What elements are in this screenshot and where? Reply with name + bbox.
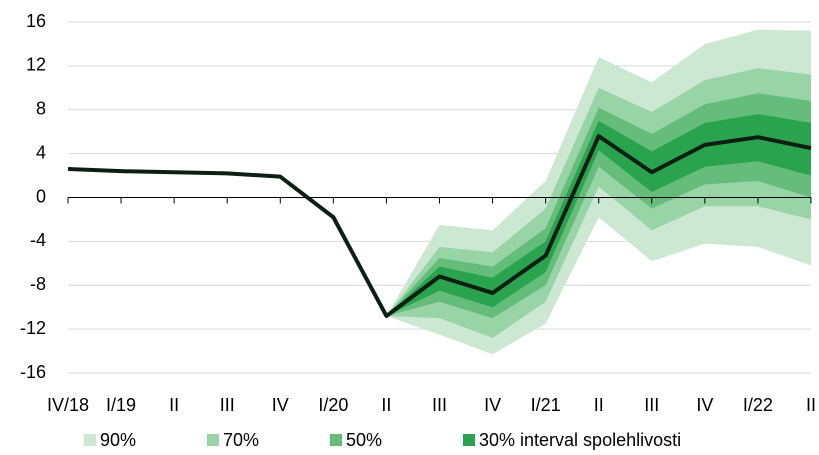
legend-swatch — [207, 434, 219, 446]
x-tick-label: IV/18 — [47, 395, 89, 415]
x-tick-label: III — [432, 395, 447, 415]
y-tick-label: 8 — [36, 99, 46, 119]
x-tick-label: II — [381, 395, 391, 415]
legend-swatch — [84, 434, 96, 446]
x-tick-label: II — [169, 395, 179, 415]
line — [67, 134, 812, 318]
y-tick-label: -16 — [20, 362, 46, 382]
x-tick-label: I/21 — [531, 395, 561, 415]
legend-swatch — [463, 434, 475, 446]
x-tick-label: IV — [484, 395, 501, 415]
x-tick-label: IV — [272, 395, 289, 415]
x-tick-label: I/20 — [318, 395, 348, 415]
x-tick-label: III — [644, 395, 659, 415]
x-tick-label: II — [594, 395, 604, 415]
y-tick-label: -4 — [30, 230, 46, 250]
y-tick-label: -12 — [20, 318, 46, 338]
x-tick-label: I/22 — [743, 395, 773, 415]
x-tick-label: III — [220, 395, 235, 415]
legend-label: 50% — [346, 430, 382, 450]
y-tick-label: 12 — [26, 55, 46, 75]
x-tick-label: II — [806, 395, 816, 415]
y-tick-label: -8 — [30, 274, 46, 294]
legend-label: 70% — [223, 430, 259, 450]
y-tick-label: 4 — [36, 142, 46, 162]
y-tick-label: 0 — [36, 186, 46, 206]
confidence-band — [386, 114, 811, 316]
legend-swatch — [330, 434, 342, 446]
legend-label: 90% — [100, 430, 136, 450]
legend-label: 30% interval spolehlivosti — [479, 430, 681, 450]
x-tick-label: IV — [696, 395, 713, 415]
x-tick-label: I/19 — [106, 395, 136, 415]
y-tick-label: 16 — [26, 11, 46, 31]
